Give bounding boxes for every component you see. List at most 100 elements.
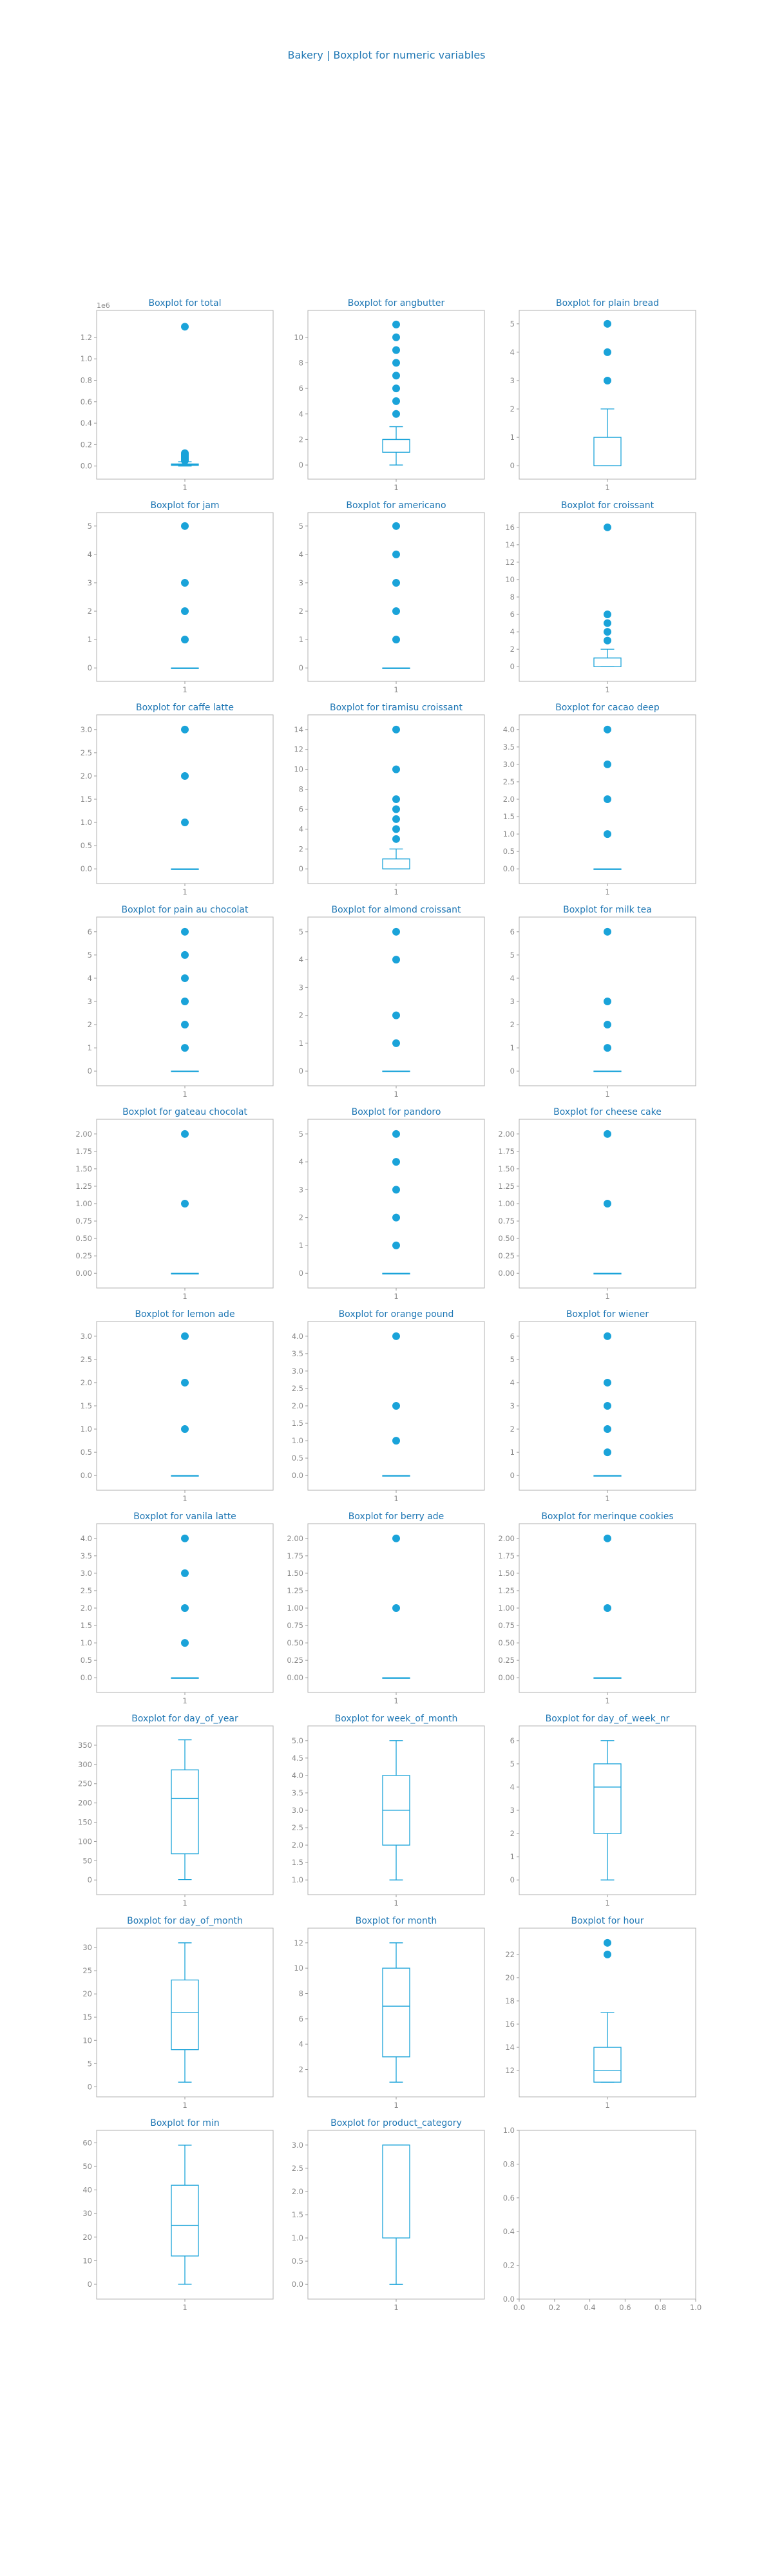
chart-title: Boxplot for day_of_year bbox=[131, 1714, 238, 1724]
y-tick-label: 0.25 bbox=[287, 1656, 303, 1665]
chart-panel-9: Boxplot for cacao deep 0.0 0.5 1.0 1.5 2.0 2.5… bbox=[503, 703, 696, 896]
y-tick-label: 1 bbox=[299, 1241, 303, 1250]
y-tick-label: 3.0 bbox=[81, 1332, 92, 1341]
outlier-point bbox=[604, 348, 611, 356]
outlier-point bbox=[604, 1938, 611, 1947]
y-tick-label: 5 bbox=[299, 522, 303, 531]
y-tick-label: 1.0 bbox=[292, 2233, 303, 2242]
outlier-point bbox=[392, 956, 400, 964]
chart-panel-5: Boxplot for americano 0 1 2 3 4 5 1 bbox=[299, 500, 485, 694]
y-tick-label: 3.0 bbox=[292, 1806, 303, 1815]
y-offset-label: 1e6 bbox=[97, 301, 110, 310]
chart-panel-19: Boxplot for vanila latte 0.0 0.5 1.0 1.5 2.0 2… bbox=[81, 1511, 274, 1705]
x-tick-label: 1 bbox=[394, 1494, 398, 1503]
chart-panel-10: Boxplot for pain au chocolat 0 1 2 3 4 5 6 1 bbox=[88, 905, 274, 1099]
chart-panel-15: Boxplot for cheese cake 0.00 0.25 0.50 0.75 1… bbox=[498, 1107, 696, 1301]
outlier-point bbox=[604, 927, 611, 936]
outlier-point bbox=[604, 760, 611, 768]
y-tick-label: 1 bbox=[510, 1448, 515, 1457]
y-tick-label: 4 bbox=[299, 1157, 303, 1166]
chart-title: Boxplot for americano bbox=[346, 500, 446, 511]
chart-title: Boxplot for cheese cake bbox=[553, 1107, 662, 1117]
y-tick-label: 4 bbox=[299, 955, 303, 964]
box-iqr bbox=[593, 2047, 622, 2083]
x-tick-label: 1 bbox=[182, 685, 187, 694]
x-tick-label: 1 bbox=[605, 887, 609, 896]
y-tick-label: 1.5 bbox=[81, 1401, 92, 1410]
outlier-point bbox=[392, 333, 400, 341]
y-tick-label: 3 bbox=[299, 1185, 303, 1194]
outlier-point bbox=[604, 636, 611, 645]
y-tick-label: 0 bbox=[88, 2082, 92, 2091]
x-tick-label: 1 bbox=[182, 1899, 187, 1908]
y-tick-label: 4.5 bbox=[292, 1754, 303, 1763]
y-tick-label: 0 bbox=[510, 1066, 515, 1075]
y-tick-label: 10 bbox=[294, 765, 303, 774]
outlier-point bbox=[392, 1213, 400, 1222]
y-tick-label: 1.50 bbox=[75, 1164, 92, 1173]
box-iqr bbox=[593, 658, 622, 667]
y-tick-label: 0.5 bbox=[503, 847, 515, 856]
y-tick-label: 5.0 bbox=[292, 1736, 303, 1745]
chart-title: Boxplot for min bbox=[150, 2118, 219, 2128]
outlier-point bbox=[392, 636, 400, 644]
outlier-point bbox=[392, 359, 400, 367]
y-tick-label: 50 bbox=[82, 1856, 92, 1865]
chart-title: Boxplot for milk tea bbox=[563, 905, 652, 915]
outlier-point bbox=[392, 815, 400, 823]
x-tick-label: 1 bbox=[394, 1292, 398, 1301]
y-tick-label: 1 bbox=[299, 635, 303, 644]
chart-panel-11: Boxplot for almond croissant 0 1 2 3 4 5 1 bbox=[299, 905, 485, 1099]
y-tick-label: 2 bbox=[299, 844, 303, 853]
y-tick-label: 20 bbox=[82, 2233, 92, 2242]
chart-panel-13: Boxplot for gateau chocolat 0.00 0.25 0.50 0… bbox=[75, 1107, 274, 1301]
box-iqr bbox=[382, 858, 410, 869]
y-tick-label: 8 bbox=[299, 1989, 303, 1998]
y-tick-label: 200 bbox=[78, 1799, 92, 1808]
y-tick-label: 2.0 bbox=[503, 795, 515, 804]
y-tick-label: 2.0 bbox=[81, 1378, 92, 1387]
y-tick-label: 14 bbox=[505, 2043, 515, 2052]
chart-panel-6: Boxplot for croissant 0 2 4 6 8 10 12 14 16 1 bbox=[505, 500, 696, 694]
y-tick-label: 0.25 bbox=[498, 1251, 515, 1260]
chart-panel-23: Boxplot for week_of_month 1.0 1.5 2.0 2.5 3.0… bbox=[292, 1714, 485, 1908]
chart-title: Boxplot for angbutter bbox=[348, 298, 445, 308]
y-tick-label: 1.50 bbox=[498, 1569, 515, 1578]
y-tick-label: 0.2 bbox=[503, 2261, 515, 2270]
outlier-point bbox=[604, 1604, 611, 1612]
y-tick-label: 0.25 bbox=[75, 1251, 92, 1260]
y-tick-label: 4 bbox=[88, 550, 92, 559]
y-tick-label: 1.25 bbox=[287, 1586, 303, 1595]
y-tick-label: 1.5 bbox=[292, 1419, 303, 1428]
outlier-point bbox=[181, 951, 189, 959]
y-tick-label: 2.5 bbox=[81, 1355, 92, 1364]
y-tick-label: 4 bbox=[88, 974, 92, 983]
outlier-point bbox=[392, 805, 400, 813]
y-tick-label: 2.5 bbox=[81, 748, 92, 757]
x-tick-label: 1 bbox=[605, 1090, 609, 1099]
chart-title: Boxplot for day_of_month bbox=[127, 1916, 243, 1926]
chart-panel-26: Boxplot for month 2 4 6 8 10 12 1 bbox=[294, 1916, 485, 2110]
y-tick-label: 4 bbox=[299, 2040, 303, 2049]
y-tick-label: 12 bbox=[294, 745, 303, 754]
y-tick-label: 1 bbox=[299, 1039, 303, 1048]
y-tick-label: 2 bbox=[510, 1020, 515, 1029]
x-tick-label: 1 bbox=[394, 2303, 398, 2312]
x-tick-label: 0.2 bbox=[549, 2303, 560, 2312]
y-tick-label: 2.0 bbox=[81, 1604, 92, 1613]
y-tick-label: 1.0 bbox=[81, 1425, 92, 1434]
chart-panel-27: Boxplot for hour 12 14 16 18 20 22 1 bbox=[505, 1916, 696, 2110]
outlier-point bbox=[604, 1200, 611, 1208]
y-tick-label: 5 bbox=[299, 1130, 303, 1139]
outlier-point bbox=[604, 1950, 611, 1958]
outlier-point bbox=[604, 998, 611, 1005]
y-tick-label: 4 bbox=[299, 824, 303, 833]
y-tick-label: 4 bbox=[510, 1783, 515, 1792]
y-tick-label: 300 bbox=[78, 1760, 92, 1769]
y-tick-label: 0.75 bbox=[498, 1217, 515, 1226]
y-tick-label: 0 bbox=[299, 460, 303, 469]
chart-panel-7: Boxplot for caffe latte 0.0 0.5 1.0 1.5 2.0 2.… bbox=[81, 703, 274, 896]
chart-title: Boxplot for jam bbox=[150, 500, 219, 511]
y-tick-label: 22 bbox=[505, 1950, 515, 1959]
y-tick-label: 0.4 bbox=[503, 2227, 515, 2236]
